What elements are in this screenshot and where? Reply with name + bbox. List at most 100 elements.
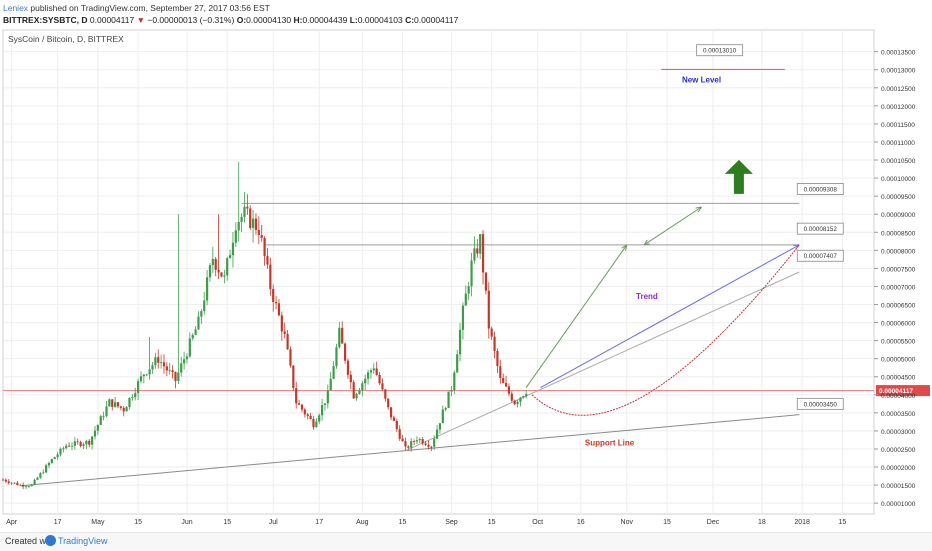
candle-body <box>203 300 206 312</box>
candle-body <box>91 436 94 445</box>
candle-body <box>433 438 436 447</box>
candle-body <box>237 222 240 231</box>
candle-body <box>421 439 424 444</box>
candle-body <box>174 371 177 381</box>
tradingview-link[interactable]: TradingView <box>58 536 108 546</box>
candle-body <box>473 248 476 261</box>
candle-body <box>160 362 163 364</box>
candle-body <box>387 398 390 408</box>
candle-body <box>358 390 361 394</box>
y-tick-label: 0.00013500 <box>881 50 916 57</box>
candle-body <box>39 473 42 478</box>
candle-body <box>479 234 482 254</box>
y-tick-label: 0.00012500 <box>881 86 916 93</box>
candle-body <box>456 354 459 373</box>
candle-body <box>398 429 401 439</box>
candle-body <box>19 484 22 486</box>
y-tick-label: 0.00007500 <box>881 266 916 273</box>
candle-body <box>464 293 467 306</box>
candle-body <box>142 374 145 377</box>
publish-info: Leniex published on TradingView.com, Sep… <box>3 3 270 13</box>
candle-body <box>283 331 286 334</box>
candle-body <box>223 275 226 277</box>
candle-body <box>226 258 229 276</box>
candle-body <box>484 272 488 291</box>
candle-body <box>171 370 174 372</box>
candle-body <box>96 424 99 431</box>
candle-body <box>4 479 7 482</box>
candle-body <box>369 370 373 373</box>
x-tick-label: 15 <box>663 519 671 526</box>
candle-body <box>329 378 332 391</box>
candle-body <box>450 390 453 392</box>
candle-body <box>297 403 301 405</box>
candle-body <box>165 366 168 371</box>
x-tick-label: Jul <box>269 519 278 526</box>
candle-body <box>381 383 384 390</box>
y-tick-label: 0.00010500 <box>881 158 916 165</box>
candle-body <box>343 343 347 361</box>
candle-body <box>42 472 45 474</box>
candle-body <box>375 368 378 375</box>
candle-body <box>467 286 470 294</box>
candle-body <box>119 406 122 408</box>
candle-body <box>62 448 65 450</box>
candle-body <box>312 418 315 428</box>
candle-body <box>246 206 249 209</box>
candle-body <box>513 400 516 405</box>
candle-body <box>404 441 407 447</box>
ohlc-bar: BITTREX:SYSBTC, D 0.00004117 ▼ −0.000000… <box>3 15 458 25</box>
candle-body <box>323 403 327 406</box>
candle-body <box>280 315 283 332</box>
author-link[interactable]: Leniex <box>3 3 29 13</box>
tradingview-logo-icon <box>45 535 56 546</box>
close-label: C: <box>405 15 415 25</box>
publish-text: published on TradingView.com, September … <box>28 3 270 13</box>
x-tick-label: 15 <box>223 519 231 526</box>
open-label: O: <box>236 15 247 25</box>
candle-body <box>249 208 252 228</box>
candle-body <box>326 390 329 404</box>
candle-body <box>395 420 398 430</box>
candle-body <box>111 399 114 407</box>
candle-body <box>435 429 439 439</box>
y-tick-label: 0.00012000 <box>881 104 916 111</box>
candle-body <box>355 393 358 399</box>
price-chart[interactable]: 0.00013010 0.00009308 0.00008152 0.00007407… <box>0 26 932 526</box>
candle-body <box>27 486 30 487</box>
x-tick-label: May <box>91 519 105 526</box>
candle-body <box>410 441 413 448</box>
y-tick-label: 0.00002500 <box>881 447 916 454</box>
candle-body <box>220 272 223 277</box>
candle-body <box>372 368 375 371</box>
candle-body <box>139 376 143 382</box>
drawing-trend-gray <box>405 271 800 452</box>
candle-body <box>10 482 13 484</box>
candle-body <box>300 404 304 410</box>
candle-body <box>200 311 203 317</box>
symbol-label: BITTREX:SYSBTC, D <box>3 15 88 25</box>
x-tick-label: 15 <box>134 519 142 526</box>
x-tick-label: 15 <box>488 519 496 526</box>
x-tick-label: 18 <box>758 519 766 526</box>
candle-body <box>154 357 157 366</box>
arrowhead <box>643 206 702 246</box>
candle-body <box>335 347 338 367</box>
candle-body <box>251 218 255 228</box>
candle-body <box>185 356 189 360</box>
candle-body <box>30 484 33 487</box>
candle-body <box>47 462 51 466</box>
candle-body <box>315 421 318 428</box>
candle-body <box>487 290 490 329</box>
x-tick-label: Apr <box>6 519 18 526</box>
candle-body <box>274 302 278 304</box>
candle-body <box>13 482 16 484</box>
candle-body <box>99 416 102 425</box>
candle-body <box>36 477 39 480</box>
price-label-box <box>796 183 844 195</box>
candle-body <box>516 401 519 405</box>
candle-body <box>341 327 344 344</box>
price-label-box <box>796 249 844 262</box>
x-tick-label: 17 <box>54 519 62 526</box>
candle-body <box>254 218 258 230</box>
